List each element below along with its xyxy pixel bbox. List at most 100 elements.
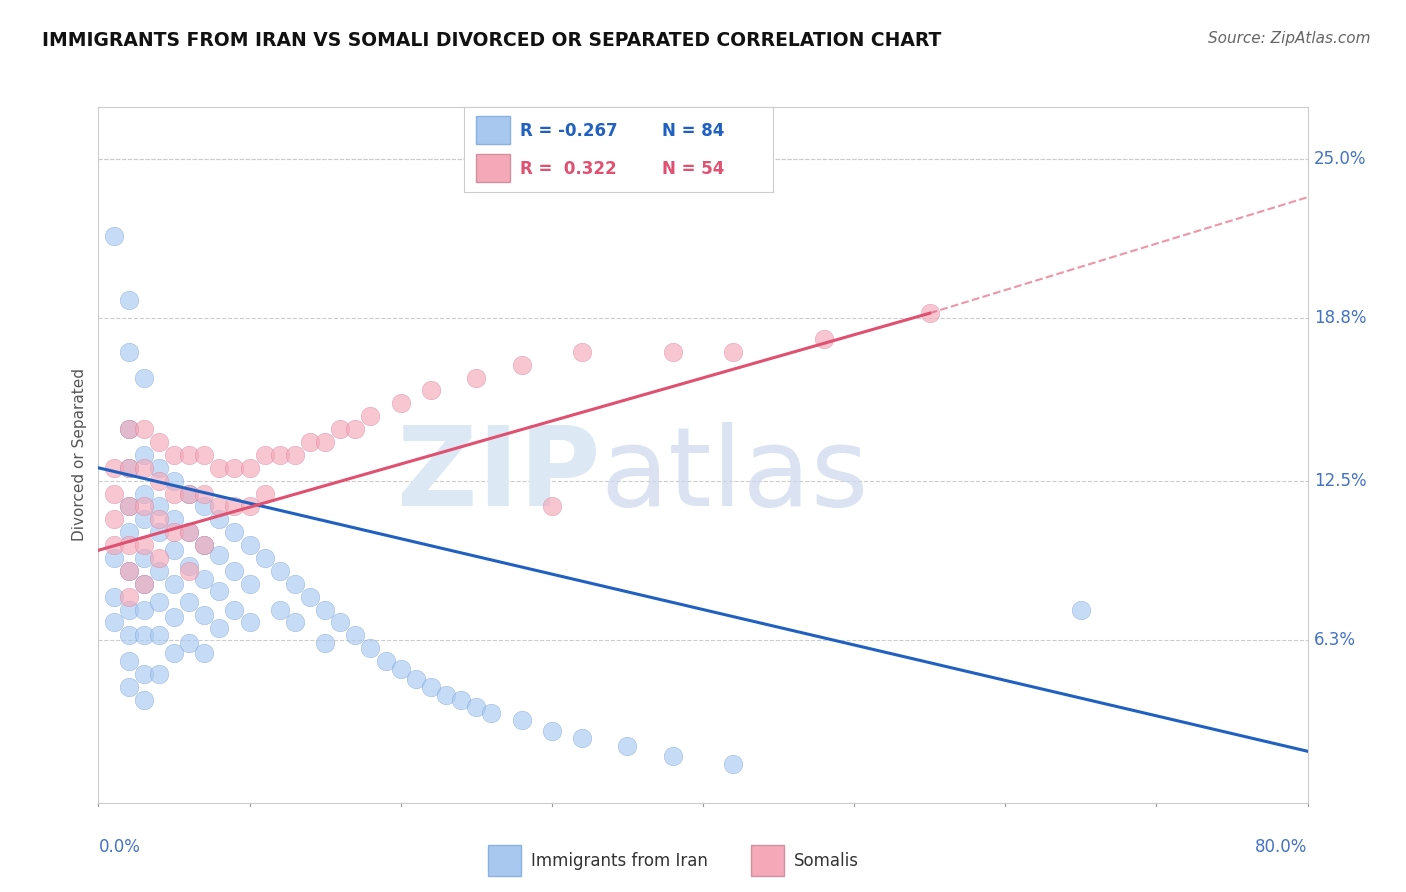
Point: [132, 576, 155, 591]
Point: [284, 576, 307, 591]
Point: [177, 595, 201, 609]
Text: N = 84: N = 84: [662, 122, 724, 140]
Point: [616, 739, 638, 753]
Point: [918, 306, 941, 320]
Point: [103, 486, 125, 500]
Point: [103, 551, 125, 566]
Point: [299, 435, 322, 450]
Point: [329, 422, 352, 436]
Point: [148, 628, 170, 642]
Point: [163, 486, 186, 500]
Point: [661, 749, 683, 764]
Point: [813, 332, 835, 346]
Point: [193, 538, 215, 552]
Point: [148, 525, 170, 540]
Text: atlas: atlas: [600, 422, 869, 529]
Point: [177, 558, 201, 573]
Point: [163, 512, 186, 526]
Point: [118, 500, 141, 514]
Point: [148, 460, 170, 475]
Point: [465, 700, 488, 714]
Point: [510, 358, 533, 372]
Text: 80.0%: 80.0%: [1256, 838, 1308, 855]
Point: [571, 731, 593, 746]
Point: [118, 344, 141, 359]
Point: [239, 500, 262, 514]
Point: [132, 576, 155, 591]
Bar: [477, 116, 510, 145]
Point: [360, 641, 382, 656]
Point: [148, 435, 170, 450]
Point: [269, 602, 291, 616]
Point: [344, 422, 367, 436]
Point: [163, 646, 186, 660]
Point: [224, 525, 246, 540]
Point: [450, 692, 472, 706]
Point: [118, 460, 141, 475]
Point: [118, 500, 141, 514]
Text: N = 54: N = 54: [662, 160, 724, 178]
Point: [132, 512, 155, 526]
Point: [132, 500, 155, 514]
Point: [239, 576, 262, 591]
Point: [163, 474, 186, 488]
Point: [208, 500, 231, 514]
Point: [118, 422, 141, 436]
Point: [239, 615, 262, 630]
Point: [540, 500, 562, 514]
Point: [481, 706, 503, 720]
Point: [208, 460, 231, 475]
Point: [284, 448, 307, 462]
Point: [132, 538, 155, 552]
Point: [419, 384, 441, 398]
Point: [103, 615, 125, 630]
Text: 0.0%: 0.0%: [98, 838, 141, 855]
Point: [510, 714, 533, 728]
Point: [434, 688, 457, 702]
Point: [389, 396, 412, 410]
Point: [163, 448, 186, 462]
Point: [253, 551, 276, 566]
Point: [132, 448, 155, 462]
Point: [118, 538, 141, 552]
Point: [465, 370, 488, 384]
Point: [163, 525, 186, 540]
Point: [177, 525, 201, 540]
Text: Immigrants from Iran: Immigrants from Iran: [531, 852, 707, 870]
Point: [193, 538, 215, 552]
Point: [193, 500, 215, 514]
Text: R =  0.322: R = 0.322: [520, 160, 616, 178]
Point: [103, 512, 125, 526]
Point: [193, 448, 215, 462]
Point: [193, 486, 215, 500]
Text: R = -0.267: R = -0.267: [520, 122, 617, 140]
Point: [177, 486, 201, 500]
Point: [132, 460, 155, 475]
Point: [193, 646, 215, 660]
Point: [1070, 602, 1092, 616]
Point: [103, 590, 125, 604]
Point: [253, 486, 276, 500]
Bar: [488, 846, 522, 876]
Point: [374, 654, 396, 668]
Text: Somalis: Somalis: [794, 852, 859, 870]
Point: [540, 723, 562, 738]
Text: 12.5%: 12.5%: [1313, 472, 1367, 490]
Point: [360, 409, 382, 424]
Point: [314, 435, 336, 450]
Point: [329, 615, 352, 630]
Point: [163, 576, 186, 591]
Text: ZIP: ZIP: [396, 422, 600, 529]
Point: [193, 607, 215, 622]
Text: IMMIGRANTS FROM IRAN VS SOMALI DIVORCED OR SEPARATED CORRELATION CHART: IMMIGRANTS FROM IRAN VS SOMALI DIVORCED …: [42, 31, 942, 50]
Point: [118, 564, 141, 578]
Point: [314, 602, 336, 616]
Text: Source: ZipAtlas.com: Source: ZipAtlas.com: [1208, 31, 1371, 46]
Point: [103, 460, 125, 475]
Bar: [477, 154, 510, 183]
Point: [224, 460, 246, 475]
Point: [132, 667, 155, 681]
Point: [118, 654, 141, 668]
Point: [208, 512, 231, 526]
Point: [118, 680, 141, 694]
